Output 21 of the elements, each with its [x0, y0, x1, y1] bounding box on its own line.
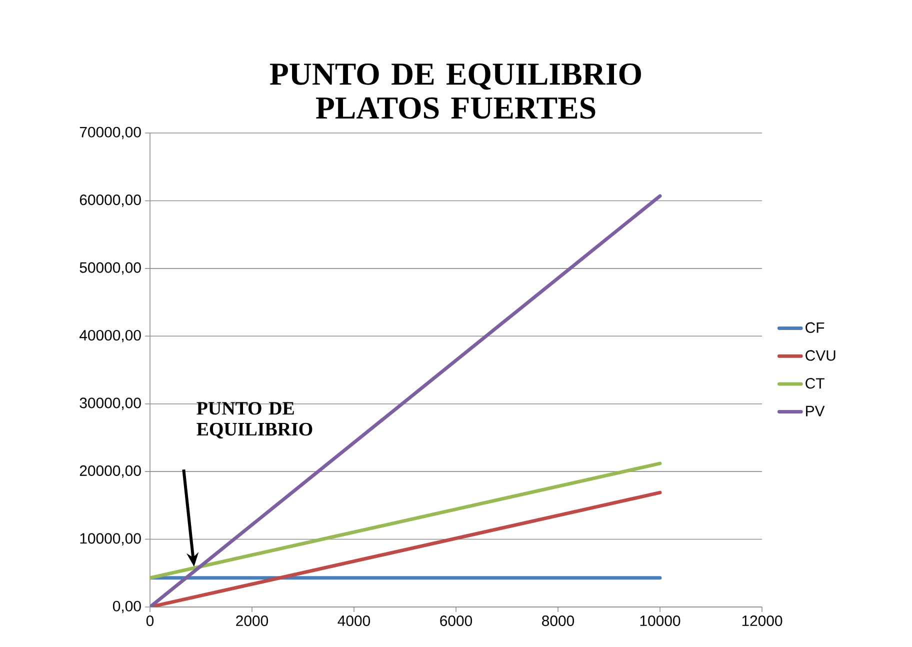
y-tick-label: 0,00	[112, 600, 141, 614]
x-tick-label: 8000	[542, 616, 574, 626]
x-tick-label: 4000	[338, 616, 370, 626]
y-tick-label: 30000,00	[80, 398, 141, 410]
legend-label: CVU	[806, 350, 836, 361]
legend-label: CF	[806, 322, 824, 333]
legend-label: CT	[806, 378, 824, 389]
y-tick-label: 20000,00	[80, 465, 141, 478]
y-tick-label: 40000,00	[80, 330, 141, 342]
y-tick-label: 50000,00	[80, 262, 141, 275]
y-tick-label: 10000,00	[80, 533, 141, 546]
x-tick-label: 12000	[742, 616, 782, 626]
y-tick-label: 60000,00	[80, 194, 141, 207]
x-tick-label: 6000	[440, 616, 472, 626]
chart-title: PUNTO DE EQUILIBRIO PLATOS FUERTES	[270, 63, 641, 119]
x-tick-label: 0	[146, 616, 154, 626]
x-tick-label: 2000	[236, 616, 268, 626]
legend-label: PV	[806, 406, 825, 416]
x-tick-label: 10000	[640, 616, 680, 626]
annotation: PUNTO DE EQUILIBRIO	[196, 402, 312, 438]
y-tick-label: 70000,00	[80, 126, 141, 140]
